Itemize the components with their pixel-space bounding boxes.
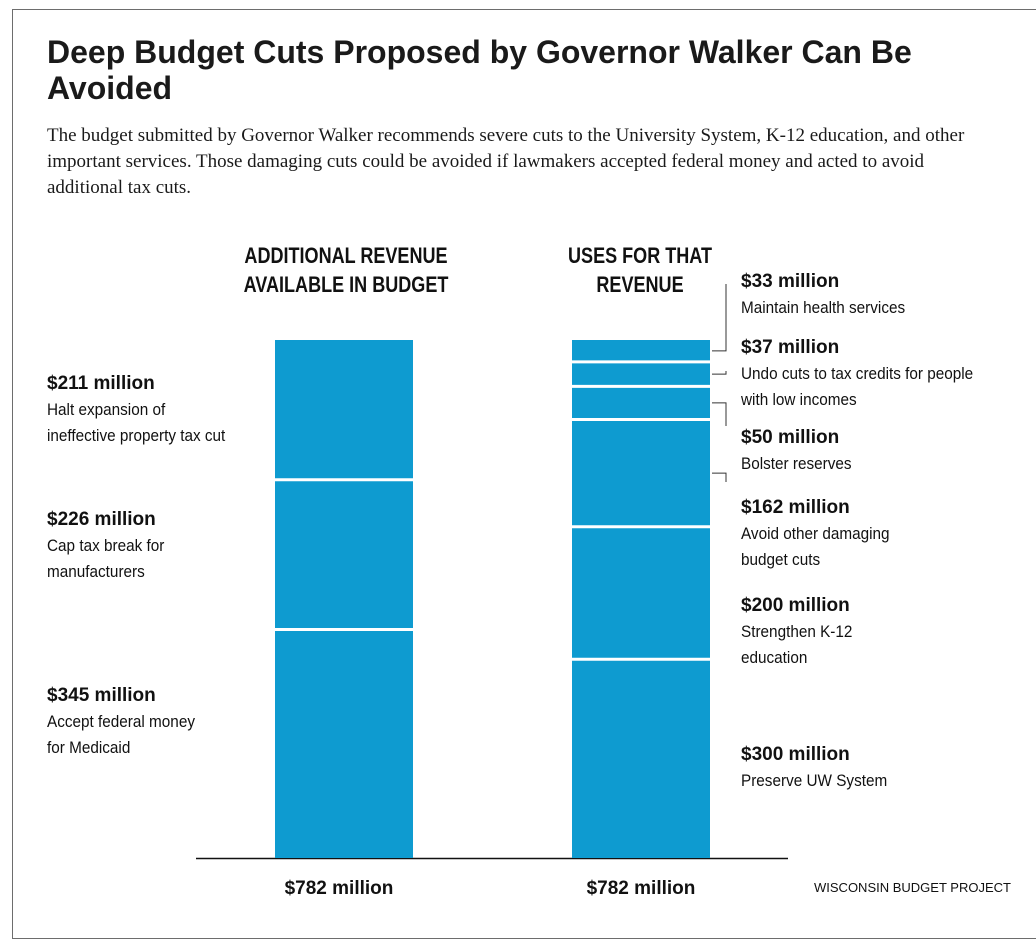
bar-segment [275,629,413,858]
right-segment-label: $37 million Undo cuts to tax credits for… [741,335,999,413]
segment-amount: $211 million [47,373,155,394]
segment-amount: $162 million [741,497,850,518]
segment-description: Accept federal money [47,712,195,731]
bar-segment [572,340,710,362]
left-total-label: $782 million [284,878,394,899]
segment-description: education [741,648,808,667]
right-segment-label: $50 million Bolster reserves [741,425,864,477]
left-column-heading-line2: AVAILABLE IN BUDGET [243,272,449,297]
right-column-heading-line2: REVENUE [596,272,684,297]
segment-description: manufacturers [47,562,145,581]
segment-amount: $37 million [741,337,840,358]
segment-amount: $345 million [47,685,156,706]
segment-description: Halt expansion of [47,400,166,419]
segment-amount: $226 million [47,509,156,530]
segment-description: for Medicaid [47,738,131,757]
segment-description: Preserve UW System [741,771,888,790]
left-segment-label: $345 million Accept federal money for Me… [47,683,211,761]
right-segment-label: $162 million Avoid other damaging budget… [741,495,906,573]
segment-amount: $33 million [741,271,840,292]
right-segment-label: $200 million Strengthen K-12 education [741,593,865,671]
segment-description: Avoid other damaging [741,524,890,543]
left-column-heading-line1: ADDITIONAL REVENUE [244,243,448,268]
right-total-label: $782 million [586,878,696,899]
bar-segment [572,419,710,527]
segment-description: Strengthen K-12 [741,622,853,641]
left-segment-label: $226 million Cap tax break for manufactu… [47,507,177,585]
bar-segment [572,526,710,660]
right-column-heading: USES FOR THAT REVENUE [550,241,730,299]
right-column-heading-line1: USES FOR THAT [568,243,712,268]
right-segment-label: $33 million Maintain health services [741,269,923,321]
stacked-bar-chart [196,284,788,860]
segment-description: Cap tax break for [47,536,165,555]
segment-amount: $300 million [741,744,850,765]
leader-line [712,402,727,426]
segment-description: ineffective property tax cut [47,426,226,445]
segment-description: Undo cuts to tax credits for people [741,364,974,383]
segment-description: budget cuts [741,550,821,569]
segment-amount: $50 million [741,427,840,448]
segment-description: Bolster reserves [741,454,852,473]
right-segment-label: $300 million Preserve UW System [741,742,903,794]
segment-description: Maintain health services [741,298,906,317]
chart-title: Deep Budget Cuts Proposed by Governor Wa… [47,34,912,106]
bar-segment [572,361,710,387]
bar-segment [572,386,710,420]
leader-line [712,371,727,375]
source-credit: WISCONSIN BUDGET PROJECT [814,880,1011,895]
leader-line [712,284,727,352]
left-column-heading: ADDITIONAL REVENUE AVAILABLE IN BUDGET [231,241,461,299]
segment-description: with low incomes [741,390,857,409]
leader-line [712,472,727,482]
bar-segment [275,340,413,480]
bar-segment [275,479,413,630]
segment-amount: $200 million [741,595,850,616]
left-segment-label: $211 million Halt expansion of ineffecti… [47,371,245,449]
chart-subtitle: The budget submitted by Governor Walker … [47,125,965,198]
bar-segment [572,659,710,858]
